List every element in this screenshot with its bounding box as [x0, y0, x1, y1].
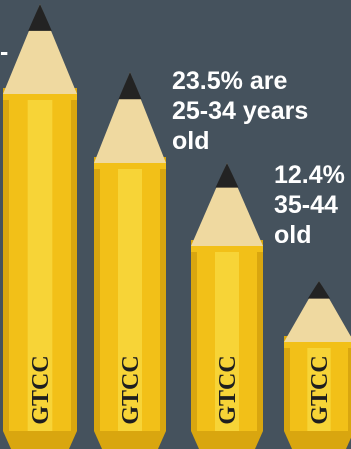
pencil-base-2: [94, 431, 166, 449]
pencil-label-3: GTCC: [215, 355, 241, 424]
pencil-ridge-3: [215, 240, 239, 431]
pencil-wood-4: [284, 281, 351, 342]
edge-marker: -: [0, 38, 9, 66]
pencil-ridge-4: [307, 336, 331, 431]
pencil-wood-3: [191, 163, 263, 246]
pencil-ridge-1: [27, 88, 53, 431]
pencil-lead-2: [118, 72, 142, 100]
annotation-35-44: 12.4% 35-44 old: [274, 160, 345, 250]
annotation-35-44-line3: old: [274, 221, 312, 249]
pencil-shadow-right-2: [160, 157, 166, 431]
pencil-lead-1: [28, 4, 52, 31]
pencil-lead-3: [215, 163, 239, 188]
pencil-label-1: GTCC: [28, 355, 54, 424]
pencil-shadow-left-2: [94, 157, 100, 431]
pencil-base-1: [3, 431, 77, 449]
annotation-25-34-percent: 23.5: [172, 67, 221, 95]
pencil-shadow-left-4: [284, 336, 290, 431]
annotation-35-44-line2: 35-44: [274, 191, 338, 219]
pencil-label-2: GTCC: [118, 355, 144, 424]
pencil-shadow-left-1: [3, 88, 9, 431]
pencil-ridge-2: [118, 157, 142, 431]
pencil-shadow-right-4: [348, 336, 351, 431]
pencil-lead-4: [307, 281, 331, 299]
pencil-shadow-left-3: [191, 240, 197, 431]
pencil-base-3: [191, 431, 263, 449]
pencil-label-4: GTCC: [307, 355, 333, 424]
pencil-base-4: [284, 431, 351, 449]
annotation-35-44-percent: 12.4: [274, 161, 323, 189]
annotation-25-34-line2: 25-34 years: [172, 97, 309, 125]
annotation-25-34: 23.5% are 25-34 years old: [172, 66, 308, 156]
annotation-25-34-line3: old: [172, 127, 210, 155]
annotation-25-34-suffix: % are: [220, 67, 288, 95]
pencil-shadow-right-3: [257, 240, 263, 431]
pencil-wood-2: [94, 72, 166, 163]
pencil-wood-1: [3, 4, 77, 94]
pencil-shadow-right-1: [71, 88, 77, 431]
annotation-35-44-suffix: %: [322, 161, 345, 189]
